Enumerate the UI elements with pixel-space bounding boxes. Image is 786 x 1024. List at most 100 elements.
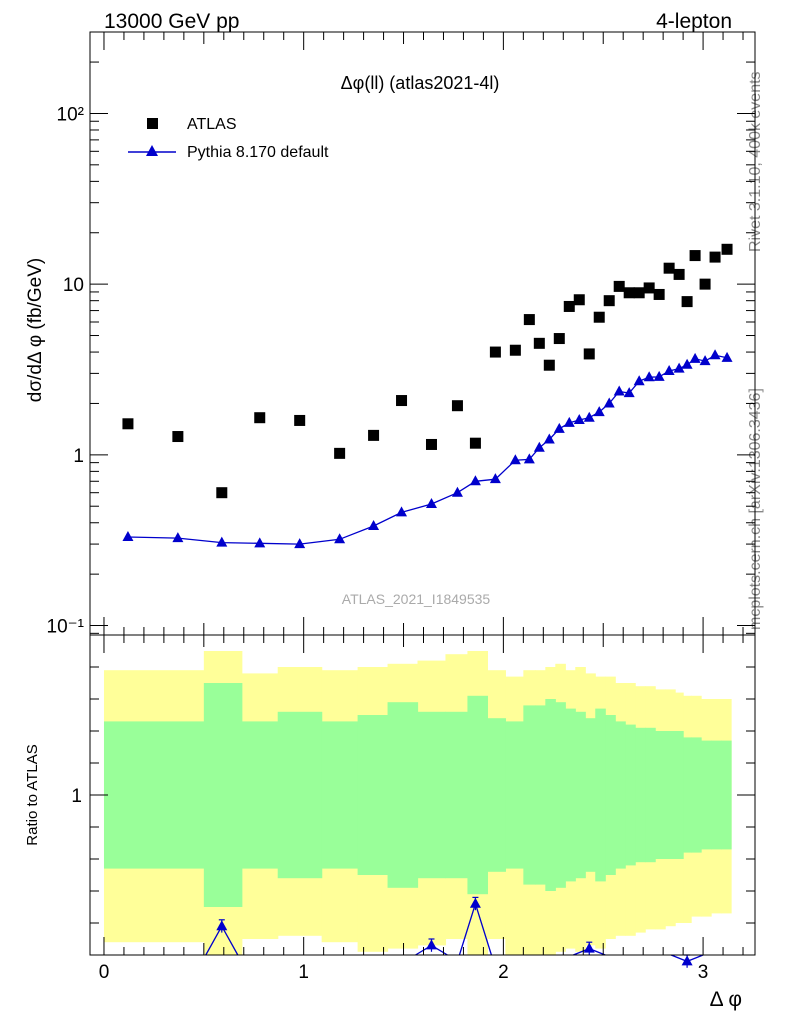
atlas-point (613, 280, 625, 292)
pythia-point (122, 531, 134, 542)
x-tick-label: 1 (298, 962, 309, 983)
atlas-point (451, 400, 463, 412)
band-1sigma-bin (357, 715, 389, 875)
atlas-point (709, 251, 721, 263)
atlas-point (633, 287, 645, 299)
ratio-point (681, 955, 693, 966)
atlas-point (643, 282, 655, 294)
atlas-point (583, 348, 595, 360)
legend-pythia-label: Pythia 8.170 default (187, 144, 329, 161)
atlas-point (294, 414, 306, 426)
pythia-point (699, 355, 711, 366)
pythia-point (673, 362, 685, 373)
legend-atlas-label: ATLAS (187, 116, 237, 133)
pythia-point (721, 351, 733, 362)
pythia-line (127, 354, 728, 545)
pythia-point (533, 441, 545, 452)
ratio-y-label: Ratio to ATLAS (24, 744, 41, 845)
ratio-axes: 0 1 2 3 1 (71, 634, 755, 983)
band-1sigma-bin (467, 695, 489, 895)
atlas-point (689, 250, 701, 262)
atlas-point (653, 288, 665, 300)
atlas-point (721, 243, 733, 255)
pythia-point (489, 473, 501, 484)
header-left: 13000 GeV pp (104, 10, 239, 33)
band-1sigma-bin (505, 721, 524, 869)
band-1sigma-bin (277, 711, 323, 879)
pythia-point (681, 358, 693, 369)
band-1sigma-bin (645, 727, 656, 863)
ratio-point (469, 897, 481, 908)
x-tick-label: 3 (698, 962, 709, 983)
band-1sigma-bin (691, 737, 702, 853)
y-tick-label: 10⁻¹ (47, 617, 85, 638)
ratio-point (425, 939, 437, 950)
ratio-data-marks (205, 896, 704, 968)
band-1sigma-bin (575, 711, 586, 879)
pythia-point (643, 371, 655, 382)
x-axis-label: Δ φ (710, 988, 742, 1011)
pythia-point (368, 519, 380, 530)
band-1sigma-bin (555, 702, 566, 888)
band-1sigma-bin (665, 731, 676, 859)
legend-pythia-marker (146, 145, 158, 156)
band-1sigma-bin (321, 721, 359, 869)
atlas-point (425, 438, 437, 450)
pythia-point (573, 413, 585, 424)
band-1sigma-bin (103, 721, 205, 869)
band-1sigma-bin (445, 711, 469, 879)
atlas-point (122, 418, 134, 430)
band-1sigma-bin (523, 705, 536, 885)
header-right: 4-lepton (656, 10, 732, 33)
atlas-point (254, 412, 266, 424)
atlas-point (673, 268, 685, 280)
pythia-point (553, 422, 565, 433)
atlas-point (216, 487, 228, 499)
atlas-point (396, 395, 408, 407)
pythia-point (633, 375, 645, 386)
legend-atlas-marker (147, 118, 158, 129)
x-tick-label: 2 (498, 962, 509, 983)
y-axis-label: dσ/dΔ φ (fb/GeV) (25, 258, 46, 402)
band-1sigma-bin (417, 711, 447, 879)
band-1sigma-bin (655, 731, 666, 859)
legend: ATLAS Pythia 8.170 default (128, 116, 329, 161)
atlas-point (543, 359, 555, 371)
pythia-point (451, 486, 463, 497)
pythia-point (425, 498, 437, 509)
band-1sigma-bin (675, 731, 684, 859)
band-1sigma-bin (605, 715, 616, 875)
atlas-point (563, 300, 575, 312)
pythia-point (543, 433, 555, 444)
atlas-point (334, 447, 346, 459)
atlas-point (573, 294, 585, 306)
atlas-point (172, 431, 184, 443)
ratio-y-tick-label: 1 (71, 786, 82, 807)
plot-title: Δφ(ll) (atlas2021-4l) (341, 73, 500, 93)
pythia-point (216, 536, 228, 547)
atlas-point (593, 311, 605, 323)
band-1sigma-bin (635, 727, 646, 863)
watermark: ATLAS_2021_I1849535 (342, 591, 491, 607)
pythia-point (613, 385, 625, 396)
pythia-point (603, 397, 615, 408)
band-1sigma-bin (585, 718, 596, 872)
pythia-point (593, 406, 605, 417)
atlas-point (699, 278, 711, 290)
band-1sigma-bin (595, 708, 606, 882)
band-1sigma-bin (241, 721, 279, 869)
band-1sigma-bin (565, 708, 576, 882)
atlas-point (681, 296, 693, 308)
ratio-point (216, 920, 228, 931)
pythia-point (663, 364, 675, 375)
main-data-marks (122, 243, 733, 549)
band-1sigma-bin (203, 683, 243, 907)
pythia-point (172, 532, 184, 543)
atlas-point (469, 437, 481, 449)
atlas-point (368, 429, 380, 441)
band-1sigma-bin (535, 705, 546, 885)
pythia-point (709, 349, 721, 360)
pythia-point (396, 506, 408, 517)
atlas-point (553, 333, 565, 345)
pythia-point (689, 352, 701, 363)
